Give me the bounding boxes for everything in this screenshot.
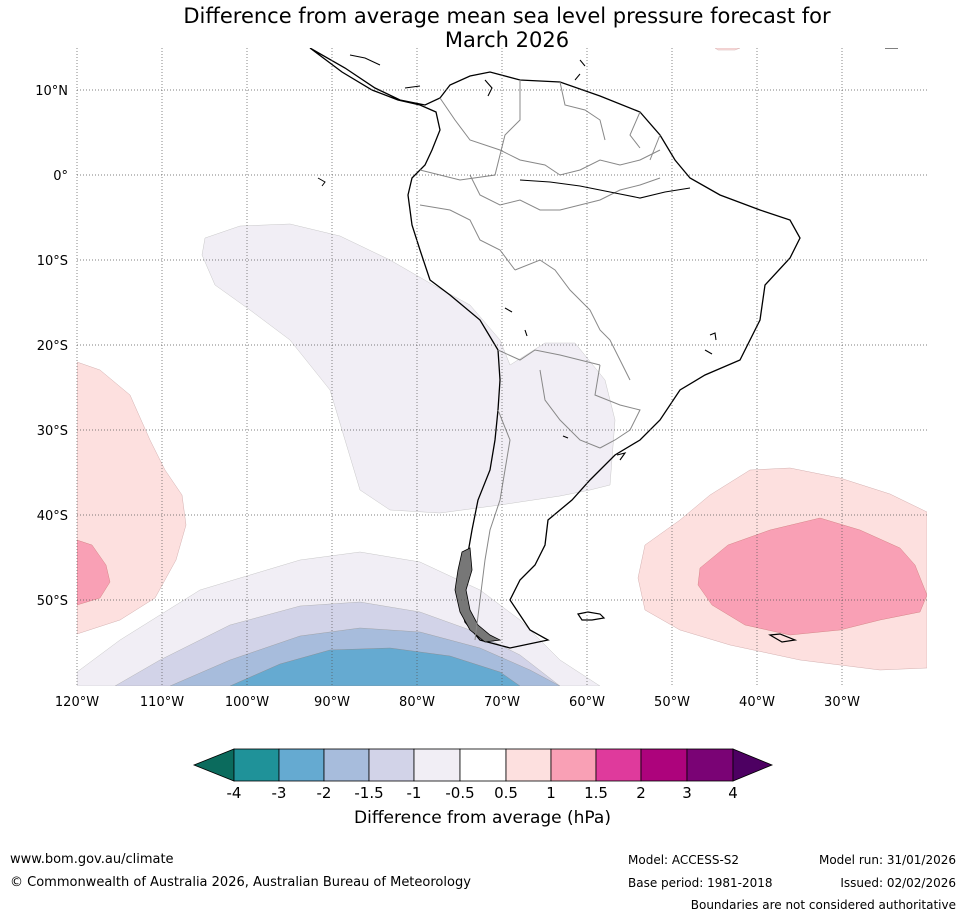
lat-label: 30°S <box>37 424 68 439</box>
colorbar-segment <box>686 748 734 782</box>
lon-label: 60°W <box>569 695 605 710</box>
lon-label: 120°W <box>55 695 99 710</box>
colorbar: -4 -3 -2 -1.5 -1 -0.5 0.5 1 1.5 2 3 4 <box>192 748 774 802</box>
colorbar-tick: 3 <box>682 784 692 802</box>
north-atlantic-anomaly-fragment <box>714 48 741 51</box>
lon-label: 100°W <box>225 695 269 710</box>
falkland-islands <box>577 611 606 621</box>
chilean-fjords <box>454 547 502 643</box>
lat-label: 50°S <box>37 594 68 609</box>
colorbar-tick: -2 <box>317 784 332 802</box>
colorbar-tick: 4 <box>728 784 738 802</box>
colorbar-under-triangle <box>192 748 235 782</box>
colorbar-segment <box>595 748 642 782</box>
colorbar-segment <box>278 748 325 782</box>
footer-disclaimer: Boundaries are not considered authoritat… <box>690 898 956 912</box>
footer-issued: Issued: 02/02/2026 <box>840 876 956 890</box>
colorbar-segment <box>505 748 552 782</box>
lat-label: 20°S <box>37 339 68 354</box>
lat-label: 10°S <box>37 254 68 269</box>
footer-model: Model: ACCESS-S2 <box>628 853 740 867</box>
colorbar-tick: -1.5 <box>354 784 383 802</box>
colorbar-over-triangle <box>732 748 774 782</box>
colorbar-tick: -3 <box>272 784 287 802</box>
title-line-2: March 2026 <box>444 28 570 52</box>
colorbar-segment <box>323 748 370 782</box>
colorbar-segment <box>550 748 597 782</box>
lon-label: 80°W <box>399 695 435 710</box>
colorbar-segment <box>413 748 461 782</box>
footer-model-run: Model run: 31/01/2026 <box>818 853 956 867</box>
lat-label: 10°N <box>35 84 68 99</box>
caribbean-islands <box>349 48 898 89</box>
galapagos-islands <box>317 177 326 187</box>
lon-label: 110°W <box>140 695 184 710</box>
longitude-labels: 120°W 110°W 100°W 90°W 80°W 70°W 60°W 50… <box>55 695 860 710</box>
gridlines <box>76 48 927 686</box>
country-borders <box>419 80 661 641</box>
south-america-coastline <box>309 48 801 649</box>
lon-label: 40°W <box>739 695 775 710</box>
trough-layer-minus-2 <box>229 647 521 686</box>
colorbar-tick: 1 <box>546 784 556 802</box>
colorbar-tick: -0.5 <box>445 784 474 802</box>
footer-url: www.bom.gov.au/climate <box>10 852 174 867</box>
lon-label: 70°W <box>484 695 520 710</box>
colorbar-tick: -1 <box>407 784 422 802</box>
colorbar-segment <box>640 748 688 782</box>
inland-water <box>484 79 717 461</box>
colorbar-segment <box>368 748 415 782</box>
lat-label: 40°S <box>37 509 68 524</box>
south-georgia <box>768 633 798 643</box>
colorbar-segment <box>233 748 280 782</box>
latitude-labels: 10°N 0° 10°S 20°S 30°S 40°S 50°S <box>35 84 68 609</box>
colorbar-tick: 0.5 <box>494 784 518 802</box>
footer-copyright: © Commonwealth of Australia 2026, Austra… <box>10 875 471 890</box>
colorbar-label: Difference from average (hPa) <box>354 808 611 828</box>
lon-label: 50°W <box>654 695 690 710</box>
title-line-1: Difference from average mean sea level p… <box>183 4 831 28</box>
colorbar-segment <box>459 748 507 782</box>
south-atlantic-high-core <box>697 517 927 636</box>
pacific-negative-anomaly <box>201 223 616 514</box>
colorbar-tick: 2 <box>636 784 646 802</box>
map-title: Difference from average mean sea level p… <box>0 4 965 52</box>
footer-base-period: Base period: 1981-2018 <box>628 876 773 890</box>
southwest-pacific-high-core <box>77 539 111 606</box>
lon-label: 90°W <box>314 695 350 710</box>
colorbar-tick: -4 <box>227 784 242 802</box>
lon-label: 30°W <box>824 695 860 710</box>
lat-label: 0° <box>53 169 68 184</box>
colorbar-tick: 1.5 <box>584 784 608 802</box>
